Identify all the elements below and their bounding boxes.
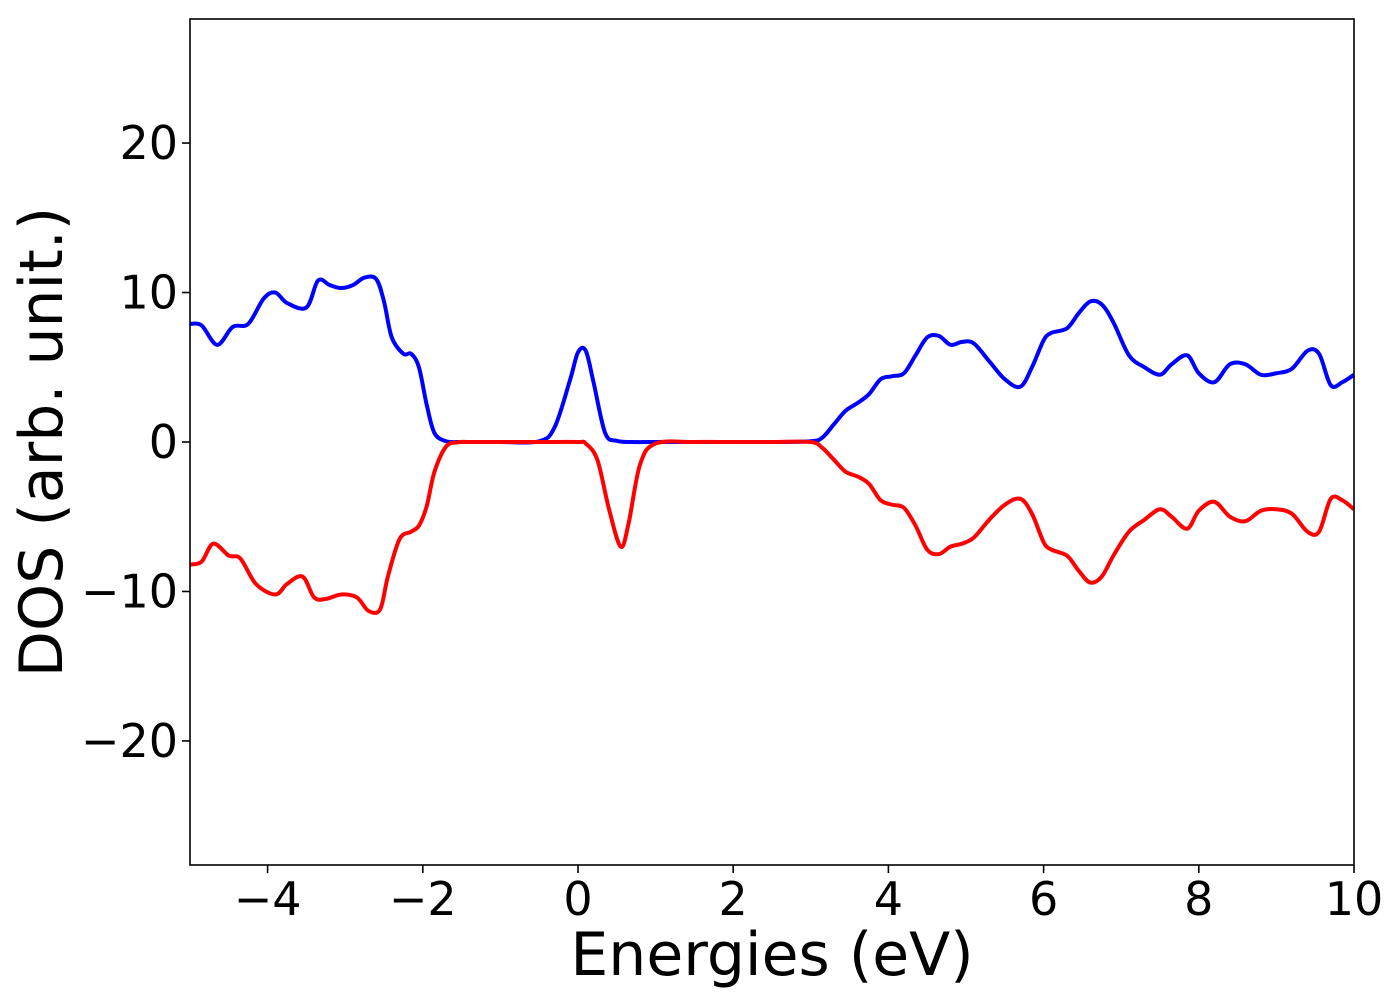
series-layer [189,274,1356,616]
x-tick-label: 10 [1325,872,1384,926]
y-tick-label: 20 [119,116,178,170]
x-tick-label: 8 [1184,872,1213,926]
y-tick-label: 10 [119,266,178,320]
x-tick-label: −2 [389,872,457,926]
x-tick-label: 0 [563,872,592,926]
y-tick-label: −20 [81,714,178,768]
y-axis-title: DOS (arb. unit.) [7,207,77,677]
x-tick-label: −4 [234,872,302,926]
x-axis-ticks: −4 −2 0 2 4 6 8 10 [234,865,1384,926]
x-axis-title: Energies (eV) [570,920,973,990]
y-tick-label: 0 [149,415,178,469]
x-tick-label: 2 [719,872,748,926]
x-tick-label: 4 [874,872,903,926]
series-line-2 [189,439,1356,616]
y-axis-ticks: 20 10 0 −10 −20 [81,116,190,768]
series-line-1 [189,274,1356,445]
y-tick-label: −10 [81,564,178,618]
x-tick-label: 6 [1029,872,1058,926]
